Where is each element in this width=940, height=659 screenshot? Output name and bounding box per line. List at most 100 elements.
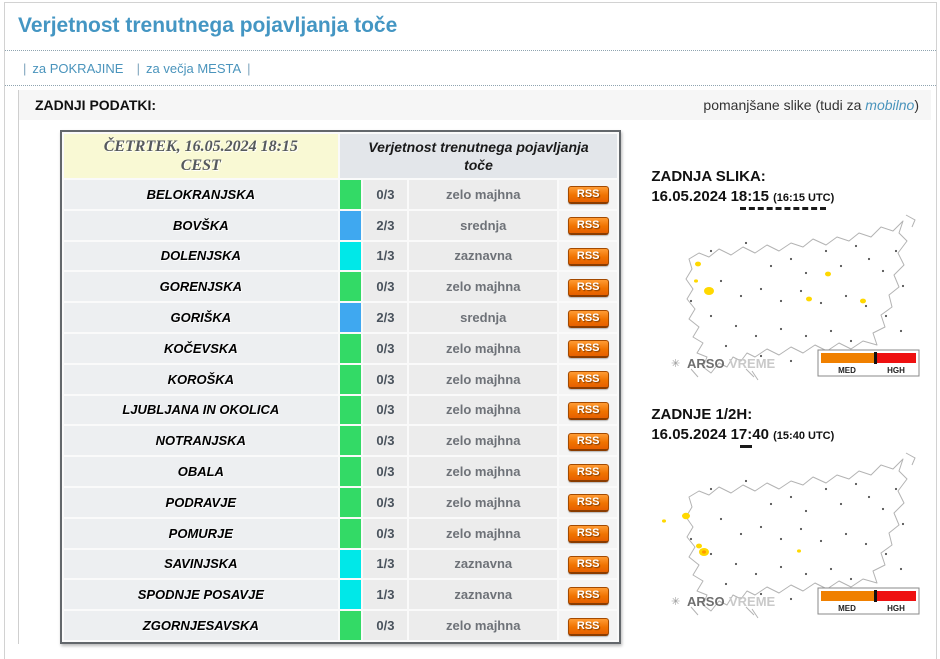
probability-value: 0/3 [363,272,408,302]
status-color-swatch [339,518,362,548]
table-row: SPODNJE POSAVJE 1/3 zaznavna RSS [64,580,618,610]
forecast-dash-marker [740,445,753,448]
rss-button[interactable]: RSS [567,586,609,605]
rss-button[interactable]: RSS [567,401,609,420]
svg-text:ARSO: ARSO [687,594,725,609]
rss-button[interactable]: RSS [567,309,609,328]
region-name: ZGORNJESAVSKA [64,611,338,640]
probability-label: zaznavna [409,580,558,610]
table-row: BOVŠKA 2/3 srednja RSS [64,210,618,240]
panel-content: ČETRTEK, 16.05.2024 18:15 CEST Verjetnos… [19,120,931,644]
rss-button[interactable]: RSS [567,463,609,482]
page-frame: Verjetnost trenutnega pojavljanja toče |… [4,2,937,659]
rss-button[interactable]: RSS [567,186,609,205]
status-color-swatch [339,549,362,579]
probability-value: 0/3 [363,395,408,425]
map-block: ZADNJE 1/2H: 16.05.2024 17:40 (15:40 UTC… [651,406,931,619]
rss-cell: RSS [559,611,618,640]
rss-button[interactable]: RSS [567,340,609,359]
table-row: SAVINJSKA 1/3 zaznavna RSS [64,549,618,579]
table-row: GORIŠKA 2/3 srednja RSS [64,303,618,332]
maps-column: ZADNJA SLIKA: 16.05.2024 18:15 (16:15 UT… [651,130,931,644]
region-name: SPODNJE POSAVJE [64,580,338,610]
table-row: POMURJE 0/3 zelo majhna RSS [64,518,618,548]
nav-link-mesta[interactable]: za večja MESTA [146,61,242,76]
region-name: GORIŠKA [64,303,338,332]
status-color-swatch [339,364,362,394]
table-row: KOROŠKA 0/3 zelo majhna RSS [64,364,618,394]
nav-separator: | [129,61,141,76]
svg-text:MED: MED [838,366,856,375]
rss-cell: RSS [559,580,618,610]
region-name: BELOKRANJSKA [64,180,338,209]
status-color-swatch [339,210,362,240]
status-color-swatch [339,272,362,302]
svg-text:HGH: HGH [887,366,905,375]
rss-button[interactable]: RSS [567,278,609,297]
rss-button[interactable]: RSS [567,247,609,266]
hail-table-body: BELOKRANJSKA 0/3 zelo majhna RSS BOVŠKA … [64,180,618,640]
probability-label: zelo majhna [409,333,558,363]
status-color-swatch [339,611,362,640]
rss-cell: RSS [559,457,618,486]
probability-label: zelo majhna [409,272,558,302]
status-color-swatch [339,426,362,456]
probability-label: zelo majhna [409,395,558,425]
svg-text:HGH: HGH [887,604,905,613]
top-nav: | za POKRAJINE | za večja MESTA | [5,51,936,85]
status-color-swatch [339,395,362,425]
map-title: ZADNJE 1/2H: [651,406,753,423]
status-color-swatch [339,241,362,271]
rss-button[interactable]: RSS [567,494,609,513]
mobilno-link[interactable]: mobilno [865,97,915,113]
rss-button[interactable]: RSS [567,217,609,236]
rss-cell: RSS [559,487,618,517]
probability-value: 0/3 [363,487,408,517]
rss-cell: RSS [559,549,618,579]
map-datetime: 16.05.2024 18:15 (16:15 UTC) [651,188,931,211]
nav-separator: | [247,61,251,76]
table-row: NOTRANJSKA 0/3 zelo majhna RSS [64,426,618,456]
status-color-swatch [339,180,362,209]
rss-cell: RSS [559,303,618,332]
status-color-swatch [339,333,362,363]
latest-data-panel: ZADNJI PODATKI: pomanjšane slike (tudi z… [18,90,931,644]
probability-label: zelo majhna [409,364,558,394]
probability-label: zelo majhna [409,457,558,486]
table-header-probability: Verjetnost trenutnega pojavljanja toče [339,134,618,178]
rss-button[interactable]: RSS [567,555,609,574]
probability-label: zelo majhna [409,611,558,640]
rss-cell: RSS [559,180,618,209]
table-row: BELOKRANJSKA 0/3 zelo majhna RSS [64,180,618,209]
nav-separator: | [23,61,27,76]
status-color-swatch [339,580,362,610]
status-color-swatch [339,487,362,517]
region-name: KOROŠKA [64,364,338,394]
slovenia-hail-map: ✳ ARSO VREME MED HGH [662,452,920,619]
probability-label: zaznavna [409,549,558,579]
probability-value: 1/3 [363,580,408,610]
region-name: LJUBLJANA IN OKOLICA [64,395,338,425]
probability-value: 0/3 [363,426,408,456]
rss-button[interactable]: RSS [567,617,609,636]
table-row: OBALA 0/3 zelo majhna RSS [64,457,618,486]
map-block: ZADNJA SLIKA: 16.05.2024 18:15 (16:15 UT… [651,168,931,381]
rss-button[interactable]: RSS [567,371,609,390]
probability-label: zelo majhna [409,426,558,456]
map-legend: MED HGH [817,587,920,615]
region-name: GORENJSKA [64,272,338,302]
rss-cell: RSS [559,426,618,456]
status-color-swatch [339,457,362,486]
probability-value: 0/3 [363,611,408,640]
svg-text:VREME: VREME [729,594,776,609]
panel-header-strip: ZADNJI PODATKI: pomanjšane slike (tudi z… [19,90,931,120]
rss-button[interactable]: RSS [567,525,609,544]
rss-button[interactable]: RSS [567,432,609,451]
hail-probability-table: ČETRTEK, 16.05.2024 18:15 CEST Verjetnos… [60,130,622,644]
probability-value: 0/3 [363,180,408,209]
probability-value: 2/3 [363,210,408,240]
latest-data-heading: ZADNJI PODATKI: [35,97,157,113]
nav-link-pokrajine[interactable]: za POKRAJINE [32,61,124,76]
probability-value: 1/3 [363,241,408,271]
arso-logo-icon: ✳ [671,358,680,370]
